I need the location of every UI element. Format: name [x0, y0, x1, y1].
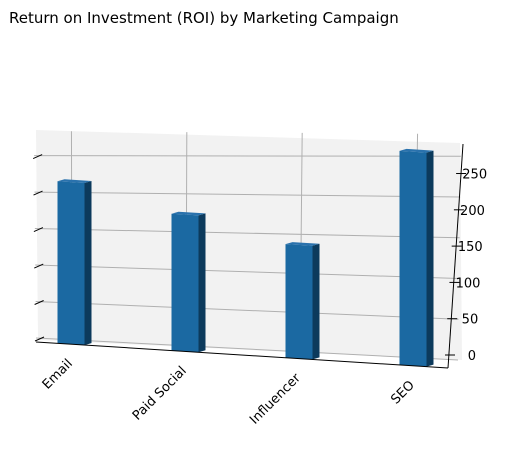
- left-tick: [33, 190, 43, 196]
- y-gridline: [34, 155, 461, 157]
- x-tick-label: Paid Social: [130, 364, 190, 424]
- y-gridline: [35, 337, 459, 361]
- bars: [57, 148, 434, 367]
- bar-side: [426, 150, 434, 367]
- z-tick-label: 0: [468, 349, 476, 364]
- x-axis-line: [35, 341, 449, 369]
- left-tick: [34, 300, 44, 305]
- bar: [57, 181, 85, 346]
- back-pane: [36, 130, 462, 360]
- bar-side: [312, 243, 320, 360]
- bar: [285, 244, 313, 360]
- z-tick-label: 50: [462, 313, 479, 328]
- z-tick-label: 100: [456, 276, 481, 291]
- z-axis-line: [447, 143, 464, 369]
- left-tick: [32, 154, 43, 160]
- z-tick-label: 200: [460, 204, 485, 219]
- bar-side: [198, 213, 206, 353]
- bar: [399, 150, 427, 367]
- left-tick: [34, 263, 44, 269]
- y-gridline: [35, 301, 459, 320]
- bar-top: [399, 148, 434, 153]
- z-tick-label: 150: [458, 240, 483, 255]
- x-tick-label: Email: [40, 356, 76, 392]
- bar: [171, 213, 199, 353]
- y-gridline: [34, 191, 461, 198]
- bar-top: [171, 211, 206, 216]
- y-gridline: [34, 228, 460, 239]
- plot-area: [36, 130, 462, 360]
- bar-top: [285, 242, 320, 246]
- left-tick: [33, 227, 44, 233]
- bar-side: [84, 181, 92, 346]
- left-tick: [34, 336, 45, 342]
- axes: [32, 143, 467, 369]
- x-tick-label: SEO: [388, 378, 417, 407]
- y-gridline: [35, 264, 460, 280]
- chart-title: Return on Investment (ROI) by Marketing …: [9, 9, 399, 27]
- z-tick-label: 250: [462, 168, 487, 183]
- x-tick-label: Influencer: [247, 370, 304, 427]
- bar-top: [57, 179, 92, 183]
